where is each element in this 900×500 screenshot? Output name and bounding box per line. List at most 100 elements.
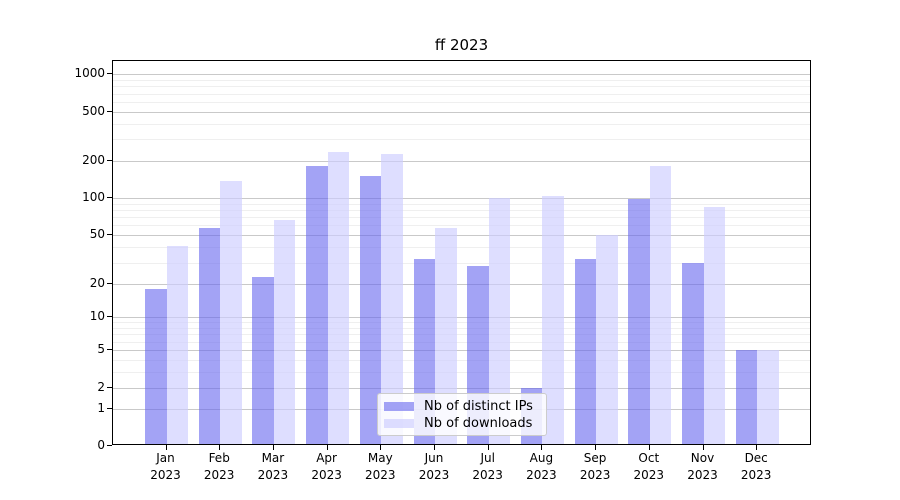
gridline-minor [113,123,810,125]
gridline-minor [113,371,810,373]
bar-nb-of-distinct-ips-oct-2023 [628,199,650,444]
bar-nb-of-downloads-oct-2023 [649,166,672,444]
gridline-minor [113,327,810,329]
gridline-minor [113,93,810,95]
bar-nb-of-downloads-apr-2023 [327,151,350,444]
y-tick [107,349,112,351]
gridline-minor [113,247,810,248]
y-tick [107,387,112,389]
y-tick-label: 10 [89,308,105,323]
y-tick [107,197,112,198]
bar-nb-of-downloads-jun-2023 [435,228,457,444]
gridline-minor [113,203,810,205]
x-tick-label: Nov 2023 [687,451,718,482]
x-tick [272,445,274,450]
gridline-major [113,284,810,286]
x-tick [380,445,382,450]
x-tick-label: Dec 2023 [740,451,772,482]
gridline-major [113,160,810,162]
y-tick [107,234,112,235]
x-tick-label: Mar 2023 [257,451,289,482]
bar-nb-of-downloads-aug-2023 [542,196,564,444]
y-tick-label: 20 [89,276,105,291]
gridline-major [113,388,810,390]
gridline-minor [113,101,810,103]
gridline-minor [113,225,810,227]
bar-nb-of-distinct-ips-mar-2023 [252,276,274,444]
x-tick [165,445,167,450]
x-tick [219,445,221,450]
y-tick [107,315,112,317]
bar-nb-of-downloads-may-2023 [381,153,403,444]
x-tick-label: Jun 2023 [418,451,450,482]
y-tick-label: 2 [97,380,105,395]
gridline-major [113,235,810,236]
plot-area [112,60,811,445]
gridline-major [113,350,810,352]
y-tick-label: 1000 [74,66,105,81]
bar-nb-of-downloads-jul-2023 [488,198,511,444]
y-tick [107,283,112,285]
bar-nb-of-downloads-sep-2023 [596,235,618,444]
bar-nb-of-distinct-ips-may-2023 [359,175,382,444]
x-tick-label: Aug 2023 [526,451,557,482]
x-tick [702,445,704,450]
gridline-major [113,111,810,113]
gridline-minor [113,334,810,335]
y-tick-label: 100 [82,190,105,204]
legend-label-downloads: Nb of downloads [424,416,533,431]
gridline-major [113,74,810,76]
bar-nb-of-distinct-ips-dec-2023 [735,350,758,444]
gridline-minor [113,86,810,88]
x-tick-label: Oct 2023 [633,451,665,482]
bar-nb-of-downloads-mar-2023 [273,220,296,444]
x-tick-label: May 2023 [365,451,396,482]
x-tick-label: Feb 2023 [203,451,235,482]
y-tick-label: 5 [97,342,105,357]
legend-swatch-distinct-ips [384,402,414,411]
y-tick-label: 50 [89,227,105,241]
legend-swatch-downloads [384,419,414,428]
x-tick [326,445,328,450]
x-tick-label: Jul 2023 [472,451,503,482]
bar-nb-of-distinct-ips-nov-2023 [682,262,704,444]
bar-nb-of-downloads-feb-2023 [220,180,242,444]
bar-nb-of-distinct-ips-apr-2023 [306,166,328,444]
gridline-minor [113,341,810,343]
legend-label-distinct-ips: Nb of distinct IPs [424,399,533,414]
y-tick [107,73,112,75]
bar-nb-of-downloads-jan-2023 [166,245,188,444]
x-tick-label: Sep 2023 [579,451,611,482]
x-tick [487,445,489,450]
x-tick [756,445,758,450]
bar-nb-of-distinct-ips-jan-2023 [145,289,167,444]
y-tick-label: 1 [97,401,105,416]
y-tick [107,159,112,161]
x-tick [595,445,597,450]
y-tick-label: 500 [82,103,105,118]
x-tick [434,445,435,450]
x-tick-label: Apr 2023 [311,451,342,482]
gridline-minor [113,359,810,361]
gridline-major [113,198,810,199]
y-tick [107,110,112,112]
x-tick-label: Jan 2023 [150,451,181,482]
x-tick [541,445,543,450]
bar-nb-of-downloads-dec-2023 [757,350,779,444]
legend-item-downloads: Nb of downloads [384,415,538,432]
y-tick-label: 200 [82,152,105,167]
y-tick [107,445,112,447]
legend: Nb of distinct IPs Nb of downloads [377,393,547,436]
gridline-minor [113,80,810,81]
y-tick-label: 0 [97,438,105,453]
gridline-major [113,316,810,318]
bar-nb-of-downloads-nov-2023 [703,206,725,444]
legend-item-distinct-ips: Nb of distinct IPs [384,398,538,415]
gridline-minor [113,262,810,264]
gridline-minor [113,209,810,211]
bar-nb-of-distinct-ips-sep-2023 [574,259,597,444]
chart-title: ff 2023 [434,36,489,54]
gridline-minor [113,217,810,218]
y-tick [107,408,112,410]
